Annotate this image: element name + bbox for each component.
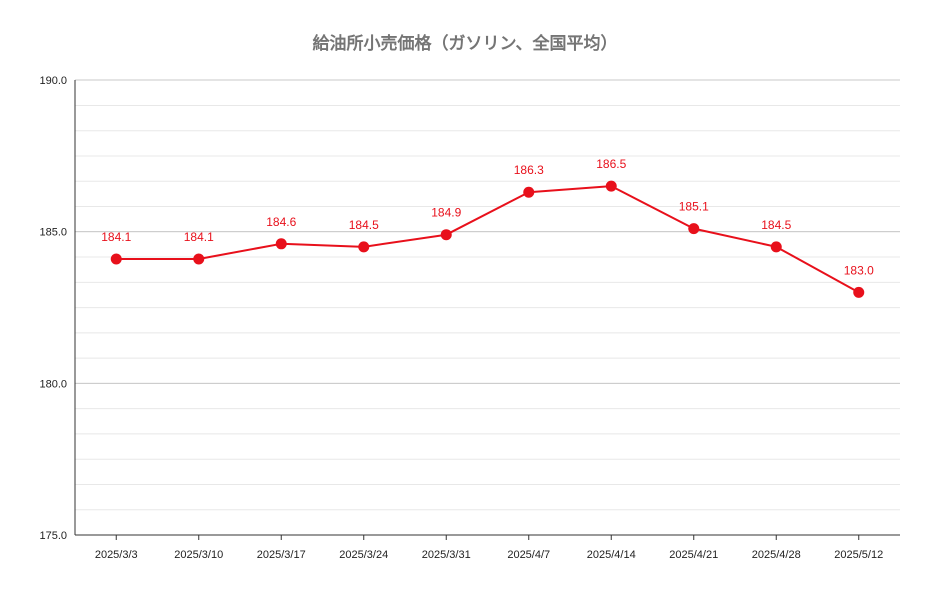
x-tick-label: 2025/3/3 xyxy=(95,549,138,561)
data-point xyxy=(440,229,452,241)
x-tick-label: 2025/4/7 xyxy=(507,549,550,561)
data-point xyxy=(770,241,782,253)
y-tick-label: 185.0 xyxy=(39,227,67,239)
x-tick-label: 2025/4/21 xyxy=(669,549,718,561)
data-label: 184.5 xyxy=(349,218,379,232)
data-label: 186.5 xyxy=(596,157,626,171)
data-label: 184.9 xyxy=(431,206,461,220)
series-line xyxy=(116,185,860,294)
y-tick-label: 190.0 xyxy=(39,75,67,87)
y-tick-label: 175.0 xyxy=(39,530,67,542)
data-label: 185.1 xyxy=(679,200,709,214)
x-tick-label: 2025/3/31 xyxy=(422,549,471,561)
data-point xyxy=(853,286,865,298)
data-point xyxy=(688,223,700,235)
x-tick-label: 2025/5/12 xyxy=(834,549,883,561)
x-tick-label: 2025/3/24 xyxy=(339,549,388,561)
data-point xyxy=(605,180,617,192)
data-label: 184.5 xyxy=(761,218,791,232)
data-point xyxy=(275,238,287,250)
chart-title: 給油所小売価格（ガソリン、全国平均） xyxy=(313,33,618,54)
data-label: 184.6 xyxy=(266,215,296,229)
data-label: 184.1 xyxy=(184,230,214,244)
data-label: 186.3 xyxy=(514,163,544,177)
x-tick-label: 2025/3/10 xyxy=(174,549,223,561)
data-points xyxy=(110,180,865,298)
data-point xyxy=(523,186,535,198)
data-point xyxy=(358,241,370,253)
data-point xyxy=(110,253,122,265)
y-tick-label: 180.0 xyxy=(39,378,67,390)
x-tick-label: 2025/3/17 xyxy=(257,549,306,561)
axes: 175.0 180.0 185.0 190.0 2025/3/3 2025/3/10 202… xyxy=(39,75,900,561)
series-lines xyxy=(116,185,860,294)
data-label: 183.0 xyxy=(844,263,874,277)
data-point xyxy=(193,253,205,265)
data-labels: 184.1 184.1 184.6 184.5 184.9 186.3 186.5 185.1… xyxy=(101,157,874,277)
x-tick-label: 2025/4/28 xyxy=(752,549,801,561)
x-tick-label: 2025/4/14 xyxy=(587,549,636,561)
grid-lines xyxy=(75,79,900,536)
data-label: 184.1 xyxy=(101,230,131,244)
